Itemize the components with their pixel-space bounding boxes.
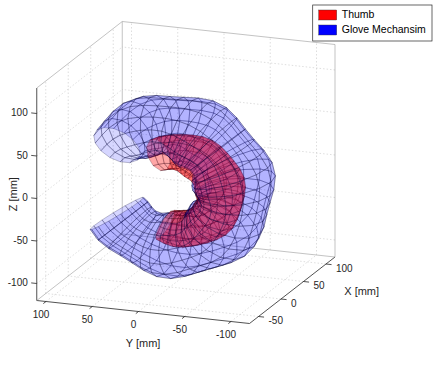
tick-mark xyxy=(259,316,265,318)
box-edge xyxy=(122,22,335,45)
tick-mark xyxy=(228,322,231,324)
tick-label: 0 xyxy=(291,298,297,309)
tick-label: -50 xyxy=(173,324,188,335)
grid-line xyxy=(122,47,335,70)
grid-line xyxy=(68,276,281,299)
tick-mark xyxy=(136,312,139,314)
legend-box xyxy=(313,5,432,41)
axes-box xyxy=(37,22,335,324)
tick-label: 0 xyxy=(22,192,28,203)
box-edge xyxy=(335,45,336,258)
legend-label: Glove Mechansim xyxy=(342,23,426,35)
box-edge xyxy=(37,234,123,301)
tick-label: 0 xyxy=(131,319,137,330)
chart: -100 -50 0 50 100 -50 0 50 100 -100 -50 0 50 100 Y [mm… xyxy=(0,0,437,369)
grid-line xyxy=(270,38,271,251)
glove-mesh-face xyxy=(128,117,141,132)
grid-line xyxy=(37,47,123,114)
tick-label: -100 xyxy=(8,277,28,288)
tick-label: 100 xyxy=(336,263,353,274)
grid-line xyxy=(37,217,123,284)
tick-mark xyxy=(31,155,37,157)
tick-mark xyxy=(31,112,37,114)
grid-line xyxy=(231,255,317,322)
glove-mesh-face xyxy=(226,205,244,216)
legend-swatch xyxy=(319,25,337,35)
tick-mark xyxy=(31,282,37,284)
axis-title: Y [mm] xyxy=(126,337,161,349)
tick-label: 100 xyxy=(33,309,50,320)
glove-mesh-face xyxy=(219,224,239,238)
legend-label: Thumb xyxy=(342,8,375,20)
legend: Thumb Glove Mechansim xyxy=(313,5,432,41)
axis-line xyxy=(36,88,37,301)
tick-mark xyxy=(326,264,332,266)
grid-line xyxy=(37,175,123,242)
tick-mark xyxy=(90,307,93,309)
tick-label: 50 xyxy=(82,314,94,325)
tick-mark xyxy=(182,317,185,319)
glove-mesh-face xyxy=(140,247,150,263)
axis-line xyxy=(250,257,336,324)
grid xyxy=(37,23,335,322)
tick-label: 50 xyxy=(17,150,29,161)
grid-line xyxy=(37,132,123,199)
axis-title: X [mm] xyxy=(344,285,379,297)
glove-mesh-face xyxy=(235,162,257,182)
tick-label: 100 xyxy=(11,107,28,118)
tick-label: 50 xyxy=(314,280,326,291)
tick-mark xyxy=(43,302,46,304)
axis-line xyxy=(37,301,250,324)
tick-mark xyxy=(281,299,287,301)
glove-mesh-face xyxy=(159,235,168,250)
glove-mesh-face xyxy=(149,249,160,264)
grid-line xyxy=(185,250,271,317)
glove-mesh-face xyxy=(195,181,206,190)
tick-label: -100 xyxy=(216,329,236,340)
glove-mesh-face xyxy=(223,215,241,227)
grid-line xyxy=(139,245,225,312)
axis-title: Z [mm] xyxy=(7,177,19,211)
glove-mesh-face xyxy=(195,189,208,197)
tick-mark xyxy=(304,281,310,283)
box-edge xyxy=(37,22,123,89)
tick-mark xyxy=(31,240,37,242)
ticks: -100 -50 0 50 100 -50 0 50 100 -100 -50 0 50 100 xyxy=(8,107,353,340)
glove-mesh-face xyxy=(152,130,162,143)
tick-label: -50 xyxy=(269,315,284,326)
grid-line xyxy=(37,90,123,157)
grid-line xyxy=(90,46,91,259)
grid-line xyxy=(68,64,69,277)
grid-line xyxy=(45,81,46,294)
tick-label: -50 xyxy=(13,235,28,246)
meshes xyxy=(90,95,275,278)
legend-swatch xyxy=(319,10,337,20)
tick-mark xyxy=(31,197,37,199)
glove-mesh-face xyxy=(140,130,152,143)
grid-line xyxy=(316,43,317,256)
glove-mesh-face xyxy=(208,197,226,206)
glove-mesh-face xyxy=(140,117,153,130)
